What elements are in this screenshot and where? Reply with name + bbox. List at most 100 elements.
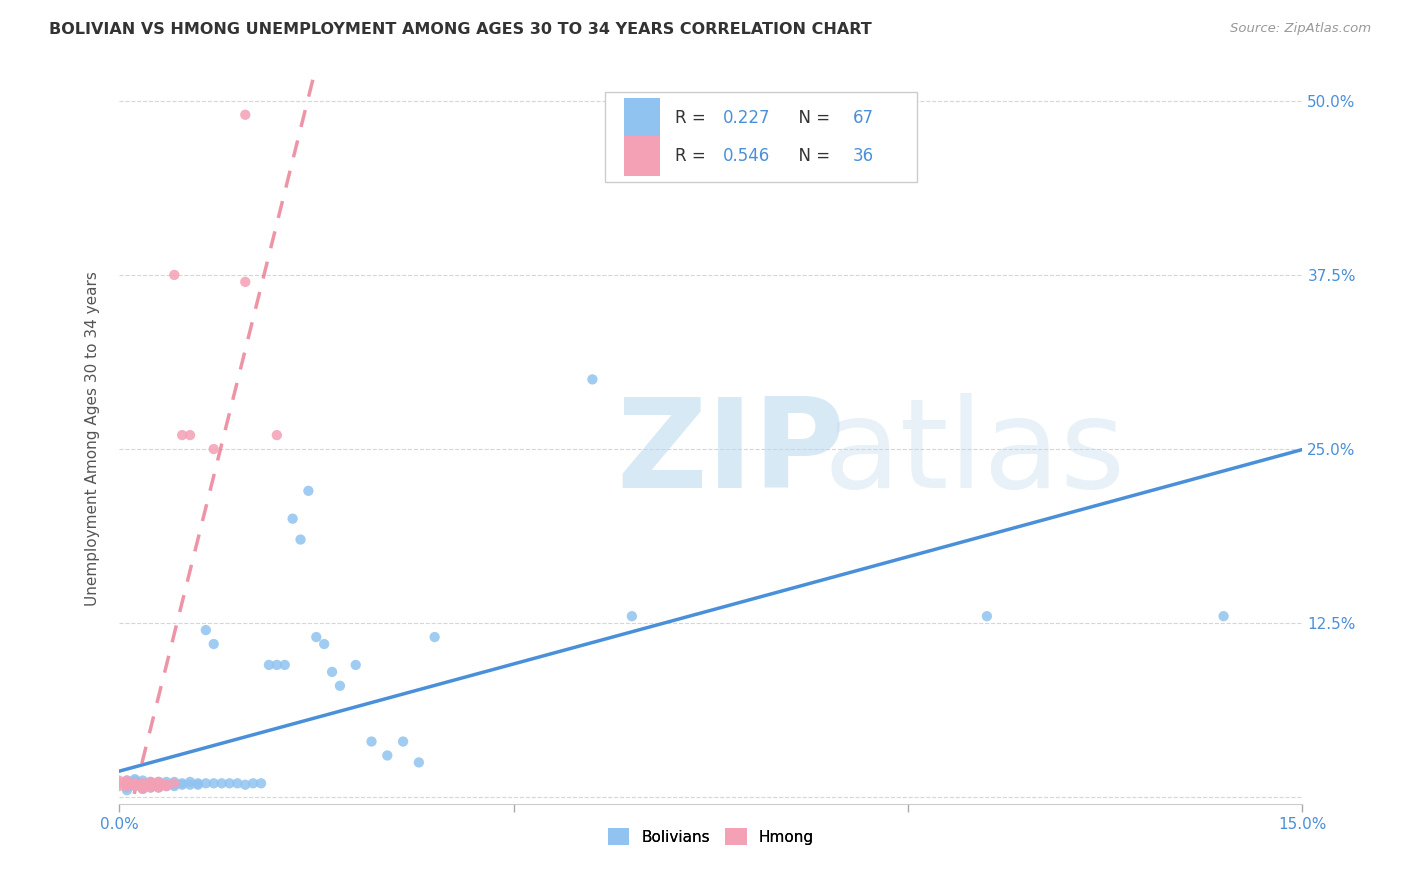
Point	[172, 428, 194, 442]
Point	[132, 781, 155, 796]
Point	[233, 778, 256, 792]
Point	[132, 773, 155, 788]
Point	[233, 275, 256, 289]
Point	[226, 776, 249, 790]
Point	[274, 657, 297, 672]
Text: 0.227: 0.227	[723, 109, 770, 127]
Point	[139, 775, 162, 789]
Point	[139, 776, 162, 790]
Point	[242, 776, 264, 790]
Point	[392, 734, 415, 748]
Point	[329, 679, 352, 693]
Point	[257, 657, 280, 672]
Point	[155, 775, 177, 789]
Bar	[624, 97, 659, 137]
Point	[202, 442, 225, 456]
Point	[148, 776, 170, 790]
Point	[148, 779, 170, 793]
Point	[124, 773, 146, 788]
Point	[163, 775, 186, 789]
Point	[124, 779, 146, 793]
Point	[139, 780, 162, 795]
Point	[132, 778, 155, 792]
Point	[148, 779, 170, 793]
Point	[115, 776, 138, 790]
Point	[115, 776, 138, 790]
Point	[115, 783, 138, 797]
Point	[297, 483, 319, 498]
Point	[211, 776, 233, 790]
Point	[266, 657, 288, 672]
Point	[148, 775, 170, 789]
Point	[148, 776, 170, 790]
Point	[108, 773, 131, 788]
Point	[179, 778, 201, 792]
Point	[115, 773, 138, 788]
Point	[132, 781, 155, 796]
Point	[132, 778, 155, 792]
Point	[163, 778, 186, 792]
Point	[115, 779, 138, 793]
Point	[1212, 609, 1234, 624]
Text: 0.546: 0.546	[723, 147, 770, 165]
Point	[124, 779, 146, 793]
Point	[321, 665, 343, 679]
Point	[124, 772, 146, 786]
Point	[344, 657, 367, 672]
Bar	[624, 136, 659, 177]
Point	[187, 778, 209, 792]
Point	[139, 775, 162, 789]
Point	[408, 756, 430, 770]
Text: Source: ZipAtlas.com: Source: ZipAtlas.com	[1230, 22, 1371, 36]
Point	[132, 779, 155, 793]
Text: N =: N =	[787, 147, 835, 165]
Point	[163, 779, 186, 793]
Text: R =: R =	[675, 109, 711, 127]
Text: R =: R =	[675, 147, 711, 165]
Point	[314, 637, 336, 651]
Point	[163, 268, 186, 282]
Point	[266, 428, 288, 442]
Point	[139, 778, 162, 792]
Point	[132, 776, 155, 790]
Point	[250, 776, 273, 790]
Point	[194, 623, 217, 637]
Point	[132, 780, 155, 795]
Text: BOLIVIAN VS HMONG UNEMPLOYMENT AMONG AGES 30 TO 34 YEARS CORRELATION CHART: BOLIVIAN VS HMONG UNEMPLOYMENT AMONG AGE…	[49, 22, 872, 37]
Point	[163, 776, 186, 790]
Point	[172, 778, 194, 792]
Point	[108, 779, 131, 793]
Text: 36: 36	[853, 147, 875, 165]
Point	[581, 372, 603, 386]
Point	[423, 630, 446, 644]
Point	[305, 630, 328, 644]
Point	[139, 780, 162, 795]
Point	[194, 776, 217, 790]
Point	[115, 780, 138, 795]
Y-axis label: Unemployment Among Ages 30 to 34 years: Unemployment Among Ages 30 to 34 years	[86, 271, 100, 606]
Point	[620, 609, 643, 624]
Point	[139, 776, 162, 790]
Point	[233, 108, 256, 122]
Text: ZIP: ZIP	[616, 392, 845, 514]
Point	[148, 780, 170, 795]
Point	[375, 748, 398, 763]
Point	[218, 776, 240, 790]
Point	[115, 776, 138, 790]
Point	[124, 778, 146, 792]
Point	[172, 776, 194, 790]
Point	[155, 779, 177, 793]
Point	[155, 778, 177, 792]
Point	[148, 778, 170, 792]
Point	[108, 776, 131, 790]
Point	[139, 779, 162, 793]
Point	[124, 778, 146, 792]
Point	[115, 776, 138, 790]
Point	[155, 779, 177, 793]
Text: N =: N =	[787, 109, 835, 127]
Text: atlas: atlas	[823, 392, 1125, 514]
Point	[115, 776, 138, 790]
Point	[179, 428, 201, 442]
FancyBboxPatch shape	[606, 92, 917, 182]
Point	[148, 780, 170, 795]
